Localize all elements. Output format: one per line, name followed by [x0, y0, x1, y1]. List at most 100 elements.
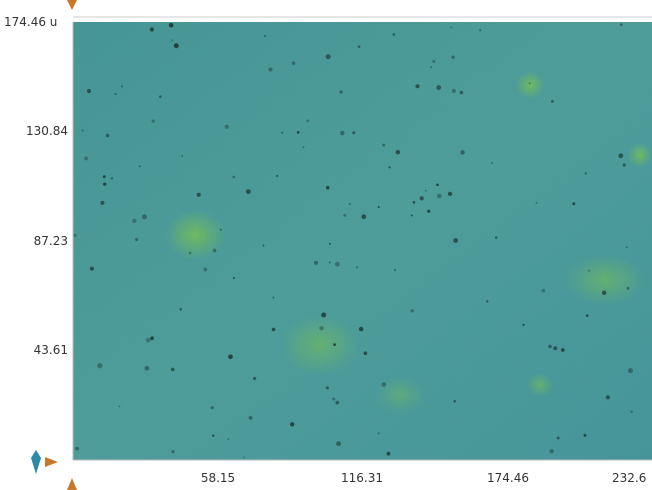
surface-particle	[325, 386, 329, 390]
surface-particle	[479, 29, 482, 32]
surface-particle	[102, 175, 106, 179]
surface-particle	[630, 410, 633, 413]
surface-particle	[361, 214, 367, 220]
y-tick-label: 174.46 u	[4, 15, 57, 29]
surface-particle	[335, 400, 340, 405]
surface-particle	[388, 166, 391, 169]
surface-particle	[358, 326, 364, 332]
surface-particle	[280, 131, 284, 135]
surface-particle	[325, 54, 331, 60]
surface-particle	[588, 269, 591, 272]
surface-particle	[340, 130, 345, 136]
surface-particle	[302, 146, 305, 148]
surface-particle	[224, 124, 229, 129]
surface-particle	[132, 218, 137, 223]
surface-particle	[141, 214, 147, 220]
surface-particle	[583, 433, 587, 437]
surface-particle	[110, 177, 114, 180]
surface-particle	[357, 45, 361, 48]
surface-particle	[151, 119, 155, 123]
surface-particle	[343, 213, 347, 217]
surface-particle	[149, 27, 155, 32]
surface-particle	[227, 438, 230, 440]
surface-particle	[427, 209, 431, 213]
surface-particle	[430, 66, 433, 69]
surface-particle	[232, 277, 235, 280]
surface-particle	[144, 365, 150, 371]
surface-particle	[179, 308, 182, 311]
surface-particle	[459, 90, 464, 95]
surface-particle	[73, 233, 77, 238]
surface-particle	[556, 436, 560, 440]
surface-particle	[203, 267, 208, 272]
y-tick-label: 87.23	[34, 234, 68, 248]
surface-particle	[159, 95, 162, 98]
surface-particle	[522, 323, 525, 326]
surface-particle	[245, 189, 251, 195]
surface-particle	[381, 382, 387, 387]
surface-particle	[89, 266, 94, 271]
surface-particle	[253, 376, 257, 381]
surface-particle	[170, 367, 175, 372]
surface-particle	[485, 300, 489, 303]
surface-particle	[145, 337, 151, 343]
surface-particle	[393, 269, 396, 272]
surface-particle	[410, 309, 414, 313]
surface-particle	[349, 203, 351, 205]
surface-particle	[276, 174, 279, 177]
surface-particle	[377, 205, 380, 208]
y-tick-label: 130.84	[26, 124, 68, 138]
surface-particle	[395, 149, 401, 155]
surface-particle	[334, 261, 340, 267]
surface-particle	[243, 456, 246, 459]
surface-particle	[232, 175, 236, 179]
top-handle[interactable]	[67, 0, 77, 10]
surface-particle	[210, 406, 214, 410]
zoom-handle[interactable]	[31, 450, 41, 474]
surface-particle	[412, 200, 416, 204]
surface-particle	[321, 312, 327, 318]
surface-particle	[97, 363, 103, 369]
surface-particle	[248, 416, 253, 420]
surface-particle	[585, 314, 589, 318]
surface-particle	[436, 183, 439, 187]
surface-particle	[626, 286, 630, 290]
surface-particle	[494, 236, 498, 239]
surface-particle	[120, 85, 124, 88]
surface-particle	[549, 449, 554, 454]
x-handle[interactable]	[67, 478, 77, 490]
surface-particle	[81, 129, 84, 132]
surface-particle	[264, 35, 266, 37]
surface-particle	[86, 88, 92, 94]
surface-particle	[219, 228, 222, 231]
surface-particle	[460, 150, 465, 155]
surface-particle	[212, 434, 215, 437]
surface-particle	[560, 348, 565, 352]
surface-particle	[118, 405, 121, 408]
surface-particle	[306, 119, 310, 123]
surface-particle	[622, 163, 626, 167]
surface-particle	[262, 244, 265, 247]
x-tick-label: 116.31	[341, 471, 383, 485]
surface-particle	[168, 22, 174, 28]
surface-particle	[150, 336, 154, 341]
surface-particle	[386, 451, 391, 456]
surface-particle	[541, 288, 546, 293]
surface-particle	[618, 153, 624, 159]
y-handle[interactable]	[45, 457, 58, 467]
surface-particle	[601, 290, 607, 295]
surface-particle	[103, 182, 107, 186]
surface-particle	[392, 33, 396, 36]
x-tick-label: 174.46	[487, 471, 529, 485]
surface-particle	[424, 189, 427, 192]
surface-particle	[325, 185, 330, 190]
surface-particle	[228, 354, 233, 360]
surface-particle	[212, 248, 217, 253]
surface-particle	[377, 432, 380, 435]
surface-particle	[171, 450, 175, 454]
surface-particle	[105, 133, 110, 138]
surface-particle	[268, 67, 273, 72]
surface-particle	[553, 346, 558, 351]
y-tick-label: 43.61	[34, 343, 68, 357]
